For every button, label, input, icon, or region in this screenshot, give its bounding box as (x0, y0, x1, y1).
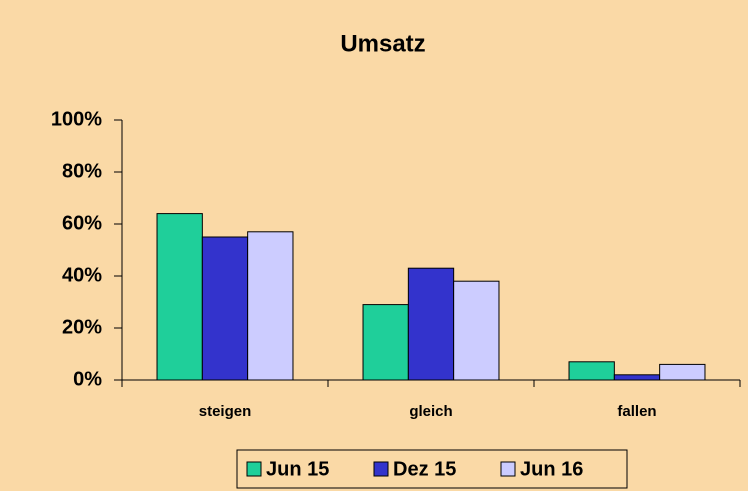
x-tick-label: gleich (409, 403, 452, 420)
legend-swatch (500, 461, 516, 477)
chart-title: Umsatz (340, 30, 425, 57)
bar (201, 236, 249, 381)
legend-swatch (373, 461, 389, 477)
bar (407, 267, 455, 381)
x-tick-label: steigen (199, 403, 252, 420)
legend-swatch (246, 461, 262, 477)
legend-label: Jun 16 (520, 458, 583, 480)
bar (247, 231, 294, 381)
y-tick-label: 20% (62, 316, 102, 338)
bar (659, 363, 706, 381)
bar (453, 280, 500, 381)
y-tick-label: 60% (62, 212, 102, 234)
bar (568, 361, 615, 381)
legend-label: Dez 15 (393, 458, 456, 480)
x-tick-label: fallen (617, 403, 656, 420)
bar (613, 374, 661, 381)
bar (362, 304, 409, 381)
y-tick-label: 100% (51, 108, 102, 130)
legend-label: Jun 15 (266, 458, 329, 480)
y-tick-label: 40% (62, 264, 102, 286)
bar (156, 213, 203, 381)
y-tick-label: 80% (62, 160, 102, 182)
y-tick-label: 0% (73, 368, 102, 390)
legend-box (236, 449, 628, 489)
